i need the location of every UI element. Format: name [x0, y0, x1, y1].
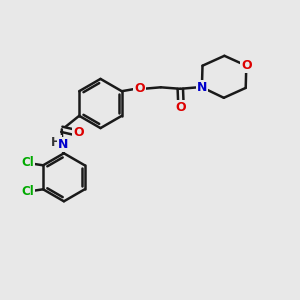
Text: H: H	[51, 136, 61, 149]
Text: N: N	[58, 138, 68, 151]
Text: O: O	[241, 59, 252, 72]
Text: Cl: Cl	[21, 185, 34, 198]
Text: O: O	[176, 101, 186, 114]
Text: O: O	[134, 82, 145, 95]
Text: Cl: Cl	[21, 156, 34, 170]
Text: O: O	[73, 126, 84, 139]
Text: N: N	[197, 81, 207, 94]
